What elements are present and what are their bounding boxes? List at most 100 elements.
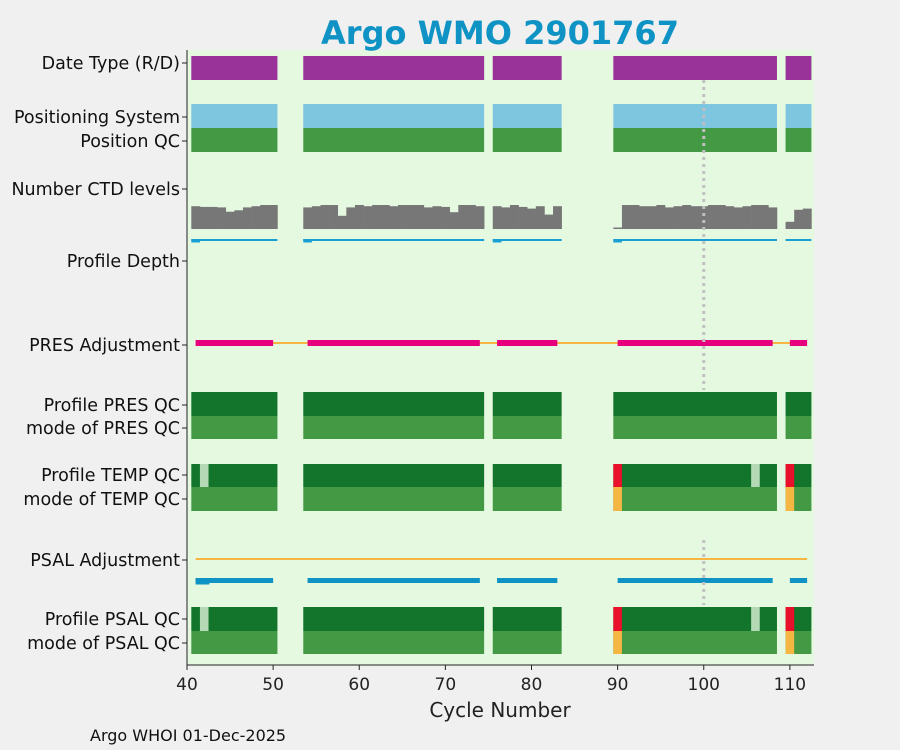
ctd-level-bar-78: [509, 205, 519, 229]
ctd-level-bar-106: [751, 205, 761, 229]
ctd-level-bar-81: [535, 206, 545, 229]
profile-temp-qc-cell-90: [613, 464, 622, 487]
ctd-level-bar-41: [191, 206, 201, 229]
mode-temp-qc-bar-1: [303, 487, 485, 511]
chart-marks: [191, 56, 812, 654]
mode-temp-qc-cell-110: [785, 487, 795, 511]
psal-adjustment-segment-0: [195, 578, 274, 583]
profile-depth-dip-76: [492, 239, 502, 243]
pres-adjustment-segment-2: [497, 340, 558, 346]
x-tick-label-80: 80: [521, 675, 543, 695]
ctd-level-bar-60: [354, 205, 364, 229]
psal-adjustment-start-mark: [195, 578, 210, 585]
profile-psal-qc-cell-42: [199, 607, 209, 631]
ctd-level-bar-70: [441, 206, 450, 229]
mode-psal-qc-bar-3: [613, 631, 777, 654]
positioning-system-bar-4: [785, 104, 812, 128]
ctd-level-bar-62: [372, 205, 382, 229]
ctd-level-bar-45: [225, 211, 235, 229]
x-ticks: 40 50 60 70 80 90 100 110: [176, 665, 806, 695]
psal-adjustment-segment-3: [617, 578, 773, 583]
ctd-level-bar-43: [208, 206, 218, 229]
ctd-level-bar-47: [242, 207, 252, 229]
position-qc-bar-3: [613, 128, 777, 152]
row-label-0: Date Type (R/D): [42, 54, 180, 74]
profile-psal-qc-cell-90: [613, 607, 622, 631]
plot-area: [187, 50, 814, 665]
position-qc-bar-4: [785, 128, 812, 152]
profile-pres-qc-bar-3: [613, 392, 777, 416]
ctd-level-bar-72: [458, 205, 468, 229]
profile-depth-line-4: [785, 239, 812, 241]
ctd-level-bar-54: [303, 207, 313, 229]
pres-adjustment-segment-4: [789, 340, 808, 346]
ctd-level-bar-94: [647, 206, 657, 229]
ctd-level-bar-91: [621, 205, 631, 229]
ctd-level-bar-108: [768, 207, 778, 229]
profile-psal-qc-bar-2: [492, 607, 562, 631]
ctd-level-bar-100: [699, 206, 709, 229]
x-tick-label-90: 90: [607, 675, 629, 695]
row-label-6: Profile PRES QC: [44, 396, 180, 416]
ctd-level-bar-110: [785, 221, 795, 229]
ctd-level-bar-96: [665, 207, 674, 229]
positioning-system-bar-3: [613, 104, 777, 128]
position-qc-bar-2: [492, 128, 562, 152]
mode-pres-qc-bar-3: [613, 416, 777, 439]
row-label-11: Profile PSAL QC: [45, 610, 180, 630]
date-type-bar-2: [492, 56, 562, 80]
mode-psal-qc-bar-2: [492, 631, 562, 654]
ctd-level-bar-64: [389, 206, 399, 229]
ctd-level-bar-99: [690, 206, 700, 229]
position-qc-bar-0: [191, 128, 278, 152]
profile-depth-line-2: [492, 239, 562, 241]
profile-pres-qc-bar-4: [785, 392, 812, 416]
ctd-level-bar-105: [742, 206, 752, 229]
mode-pres-qc-bar-1: [303, 416, 485, 439]
ctd-level-bar-92: [630, 205, 640, 229]
row-label-1: Positioning System: [14, 108, 180, 128]
row-label-8: Profile TEMP QC: [41, 466, 180, 486]
ctd-level-bar-68: [423, 207, 433, 229]
ctd-level-bar-67: [415, 205, 425, 229]
profile-temp-qc-bar-3: [613, 464, 777, 487]
x-tick-label-100: 100: [688, 675, 720, 695]
ctd-level-bar-42: [199, 206, 209, 229]
ctd-level-bar-55: [311, 206, 321, 229]
ctd-level-bar-48: [251, 206, 261, 229]
profile-temp-qc-cell-106: [751, 464, 760, 487]
ctd-level-bar-73: [466, 205, 476, 229]
ctd-level-bar-111: [794, 209, 804, 229]
ctd-level-bar-46: [234, 210, 244, 229]
psal-adjustment-segment-2: [497, 578, 558, 583]
profile-depth-dip-41: [191, 239, 200, 243]
row-label-2: Position QC: [80, 132, 180, 152]
ctd-level-bar-104: [733, 207, 743, 229]
mode-psal-qc-cell-110: [785, 631, 795, 654]
profile-temp-qc-bar-0: [191, 464, 278, 487]
mode-psal-qc-bar-1: [303, 631, 485, 654]
row-label-12: mode of PSAL QC: [27, 634, 180, 654]
pres-adjustment-segment-3: [617, 340, 773, 346]
profile-depth-dip-54: [303, 239, 312, 243]
ctd-level-bar-69: [432, 206, 442, 229]
mode-temp-qc-cell-90: [613, 487, 622, 511]
mode-temp-qc-bar-2: [492, 487, 562, 511]
ctd-level-bar-102: [716, 205, 726, 229]
x-tick-label-60: 60: [348, 675, 370, 695]
row-label-5: PRES Adjustment: [29, 336, 180, 356]
profile-depth-line-3: [613, 239, 777, 241]
ctd-level-bar-83: [553, 206, 562, 229]
mode-temp-qc-bar-0: [191, 487, 278, 511]
ctd-level-bar-59: [346, 207, 356, 229]
ctd-level-bar-74: [475, 206, 485, 229]
mode-psal-qc-cell-90: [613, 631, 622, 654]
ctd-level-bar-77: [501, 207, 511, 229]
profile-pres-qc-bar-0: [191, 392, 278, 416]
ctd-level-bar-95: [656, 205, 666, 229]
mode-pres-qc-bar-4: [785, 416, 812, 439]
profile-temp-qc-bar-2: [492, 464, 562, 487]
profile-temp-qc-cell-42: [199, 464, 209, 487]
ctd-level-bar-107: [759, 205, 769, 229]
